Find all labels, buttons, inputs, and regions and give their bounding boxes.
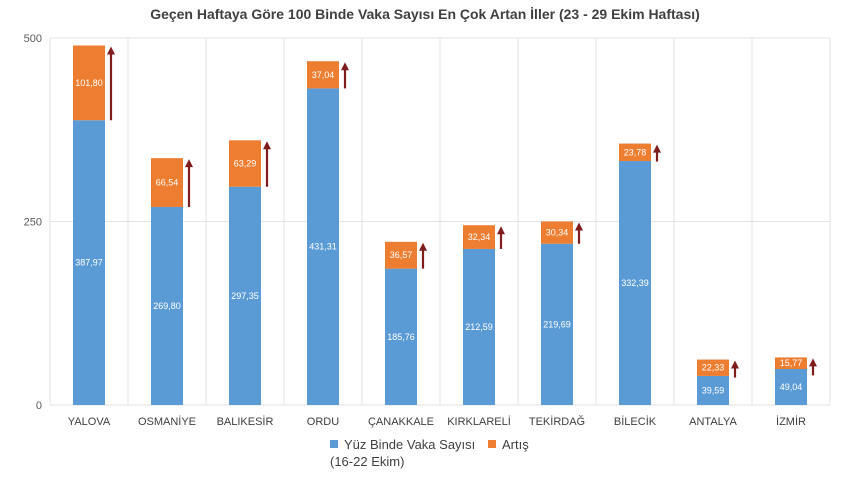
increase-arrow-head [341, 62, 349, 71]
bar-increase-8 [697, 359, 729, 376]
y-tick-label: 0 [36, 400, 42, 412]
data-label-increase: 36,57 [390, 250, 413, 260]
bar-increase-1 [151, 158, 183, 207]
x-tick-label: OSMANİYE [138, 415, 196, 428]
increase-arrow-head [263, 141, 271, 150]
data-label-cases: 269,80 [153, 301, 181, 311]
increase-arrow-head [185, 159, 193, 168]
data-label-increase: 101,80 [75, 78, 103, 88]
x-tick-label: TEKİRDAĞ [529, 415, 585, 428]
data-label-increase: 22,33 [702, 363, 725, 373]
data-label-increase: 37,04 [312, 70, 335, 80]
bar-cases-7 [619, 161, 651, 405]
data-label-cases: 219,69 [543, 319, 571, 329]
x-tick-label: İZMİR [776, 415, 806, 428]
bar-increase-9 [775, 357, 807, 370]
data-label-cases: 297,35 [231, 291, 259, 301]
bar-increase-6 [541, 221, 573, 244]
data-label-cases: 332,39 [621, 278, 649, 288]
data-label-cases: 185,76 [387, 332, 415, 342]
bar-cases-4 [385, 268, 417, 405]
legend-swatch-increase [488, 440, 496, 448]
data-label-cases: 49,04 [780, 382, 803, 392]
x-tick-label: ORDU [307, 416, 339, 428]
increase-arrow-head [575, 222, 583, 231]
data-label-cases: 212,59 [465, 322, 493, 332]
bar-increase-3 [307, 61, 339, 89]
legend-swatch-cases [330, 440, 338, 448]
x-tick-label: KIRKLARELİ [447, 415, 511, 428]
data-label-increase: 66,54 [156, 178, 179, 188]
bar-cases-3 [307, 88, 339, 405]
legend-item-cases-period: (16-22 Ekim) [330, 454, 404, 469]
y-tick-label: 500 [24, 33, 42, 45]
x-tick-label: BİLECİK [614, 415, 657, 428]
x-tick-label: YALOVA [68, 416, 111, 428]
bar-cases-9 [775, 369, 807, 405]
bar-cases-6 [541, 243, 573, 405]
bar-cases-0 [73, 120, 105, 406]
x-tick-label: BALIKESİR [217, 415, 274, 428]
legend-item-increase: Artış [488, 437, 529, 452]
legend-item-cases: Yüz Binde Vaka Sayısı [330, 437, 475, 452]
legend-label-cases: Yüz Binde Vaka Sayısı [344, 437, 476, 452]
increase-arrow-head [731, 360, 739, 369]
bar-increase-5 [463, 225, 495, 249]
data-label-cases: 39,59 [702, 385, 725, 395]
data-label-increase: 30,34 [546, 228, 569, 238]
bar-cases-8 [697, 375, 729, 405]
increase-arrow-head [419, 242, 427, 251]
increase-arrow-head [497, 226, 505, 235]
chart-title: Geçen Haftaya Göre 100 Binde Vaka Sayısı… [150, 6, 700, 22]
bar-cases-2 [229, 186, 261, 405]
x-tick-label: ÇANAKKALE [368, 416, 434, 428]
data-label-increase: 63,29 [234, 159, 257, 169]
x-tick-label: ANTALYA [689, 416, 737, 428]
legend-label-cases-period: (16-22 Ekim) [330, 454, 405, 469]
data-label-cases: 387,97 [75, 258, 103, 268]
bar-cases-5 [463, 248, 495, 405]
increase-arrow-head [107, 46, 115, 55]
data-label-cases: 431,31 [309, 242, 337, 252]
bar-increase-2 [229, 140, 261, 187]
y-tick-label: 250 [24, 217, 42, 229]
data-label-increase: 23,78 [624, 147, 647, 157]
data-label-increase: 32,34 [468, 232, 491, 242]
bar-increase-0 [73, 45, 105, 121]
bar-cases-1 [151, 206, 183, 405]
bar-increase-7 [619, 143, 651, 162]
increase-arrow-head [809, 358, 817, 367]
increase-arrow-head [653, 144, 661, 153]
legend-label-increase: Artış [502, 437, 529, 452]
data-label-increase: 15,77 [780, 358, 803, 368]
bar-increase-4 [385, 241, 417, 269]
